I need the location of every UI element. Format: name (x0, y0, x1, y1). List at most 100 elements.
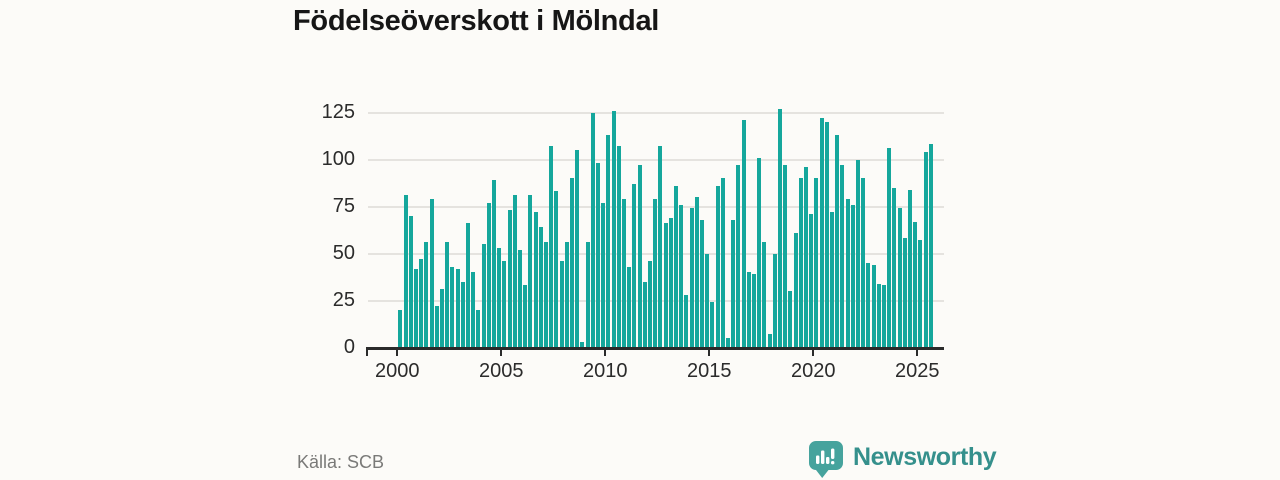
bar-2001 Q4 (434, 306, 439, 348)
bar-2008 Q4 (580, 341, 585, 348)
newsworthy-speech-bubble-chart-icon (808, 441, 844, 480)
bar-2005 Q4 (517, 249, 523, 348)
bar-2019 Q2 (798, 178, 803, 348)
bar-2000 Q1 (398, 309, 403, 348)
bar-2017 Q4 (767, 334, 772, 348)
newsworthy-logo: Newsworthy (808, 441, 997, 480)
bar-2004 Q3 (491, 180, 497, 348)
bar-2021 Q2 (840, 165, 845, 348)
chart-title: Födelseöverskott i Mölndal (293, 5, 660, 37)
bar-2020 Q4 (829, 212, 835, 348)
x-axis-tick-label: 2010 (583, 359, 628, 382)
bar-2014 Q1 (689, 208, 694, 348)
bar-2018 Q3 (783, 165, 788, 348)
bar-2013 Q4 (684, 294, 689, 348)
bar-2002 Q2 (445, 242, 450, 348)
bar-2004 Q1 (481, 244, 486, 348)
bar-2019 Q3 (803, 167, 809, 348)
bar-2025 Q2 (923, 151, 928, 348)
bar-2014 Q3 (699, 219, 705, 348)
bar-2012 Q3 (658, 146, 663, 348)
bar-2024 Q2 (902, 238, 907, 348)
bar-2022 Q2 (861, 178, 866, 348)
bar-2004 Q2 (486, 202, 491, 348)
gridline-y-125 (368, 111, 944, 114)
bar-2011 Q1 (627, 266, 632, 348)
bar-2021 Q1 (835, 135, 840, 348)
bar-2017 Q2 (757, 157, 762, 348)
x-axis-tick-2020 (812, 347, 815, 356)
bar-2022 Q4 (871, 264, 876, 348)
bar-2019 Q4 (809, 214, 814, 348)
bar-2012 Q1 (647, 261, 653, 348)
bar-2003 Q2 (465, 223, 471, 348)
x-axis-line (366, 346, 944, 350)
source-note: Källa: SCB (297, 452, 385, 472)
bar-2020 Q3 (824, 121, 829, 348)
bar-2015 Q4 (725, 338, 731, 348)
bar-2012 Q4 (663, 223, 668, 348)
bar-2002 Q4 (455, 268, 460, 348)
bar-2014 Q4 (705, 253, 710, 348)
x-axis-tick-2000 (396, 347, 399, 356)
x-axis-tick-label: 2015 (687, 359, 732, 382)
bar-2011 Q4 (642, 281, 647, 348)
x-axis-tick-label: 2025 (895, 359, 940, 382)
bar-2003 Q1 (460, 281, 465, 348)
bar-2010 Q1 (606, 135, 611, 348)
bar-2010 Q3 (616, 146, 621, 348)
bar-2001 Q3 (429, 198, 434, 348)
bar-2013 Q2 (673, 185, 679, 348)
x-axis-tick-2015 (708, 347, 711, 356)
bar-2018 Q4 (788, 291, 793, 348)
gridline-y-100 (368, 158, 944, 161)
bar-2006 Q2 (528, 195, 533, 348)
bar-2023 Q2 (881, 285, 887, 348)
bar-2015 Q3 (720, 178, 725, 348)
bar-2002 Q1 (439, 289, 445, 348)
bar-2009 Q1 (585, 242, 590, 348)
bar-2009 Q3 (595, 163, 601, 348)
bar-2010 Q4 (621, 198, 627, 348)
y-axis-tick-label: 75 (332, 194, 355, 217)
bar-2021 Q4 (850, 204, 855, 348)
y-axis-tick-label: 100 (321, 147, 355, 170)
bar-2004 Q4 (497, 247, 502, 348)
bar-2023 Q1 (876, 283, 881, 348)
bar-2020 Q1 (814, 178, 819, 348)
x-axis-tick-label: 2000 (375, 359, 420, 382)
bar-2011 Q2 (632, 183, 637, 348)
bar-2017 Q1 (751, 274, 757, 348)
bar-2025 Q3 (928, 144, 933, 348)
bar-2023 Q3 (887, 148, 892, 348)
bar-2005 Q1 (502, 261, 507, 348)
bar-2007 Q2 (549, 146, 554, 348)
y-axis-tick-label: 125 (321, 100, 355, 123)
bar-2024 Q4 (913, 221, 918, 348)
bar-2016 Q2 (736, 165, 741, 348)
x-axis-tick-2005 (500, 347, 503, 356)
bar-2013 Q3 (679, 204, 684, 348)
bar-2022 Q3 (866, 262, 871, 348)
y-axis-tick-label: 0 (343, 335, 355, 358)
bar-2012 Q2 (653, 198, 658, 348)
bar-2009 Q2 (590, 112, 595, 348)
bar-2001 Q1 (419, 259, 424, 348)
bar-2023 Q4 (892, 187, 897, 348)
bar-2017 Q3 (762, 242, 767, 348)
bar-2024 Q3 (907, 189, 913, 348)
bar-2003 Q3 (471, 272, 476, 348)
bar-2020 Q2 (819, 118, 824, 348)
x-axis-tick-label: 2005 (479, 359, 524, 382)
bar-2009 Q4 (601, 202, 606, 348)
bar-2007 Q3 (554, 191, 559, 348)
bar-2018 Q2 (777, 108, 783, 348)
bar-2007 Q4 (559, 261, 564, 348)
x-axis-tick-2025 (916, 347, 919, 356)
x-axis-tick-2010 (604, 347, 607, 356)
bar-2008 Q2 (569, 178, 575, 348)
bar-2011 Q3 (637, 165, 642, 348)
bar-2025 Q1 (918, 240, 923, 348)
x-axis-edge-tick (366, 347, 368, 356)
